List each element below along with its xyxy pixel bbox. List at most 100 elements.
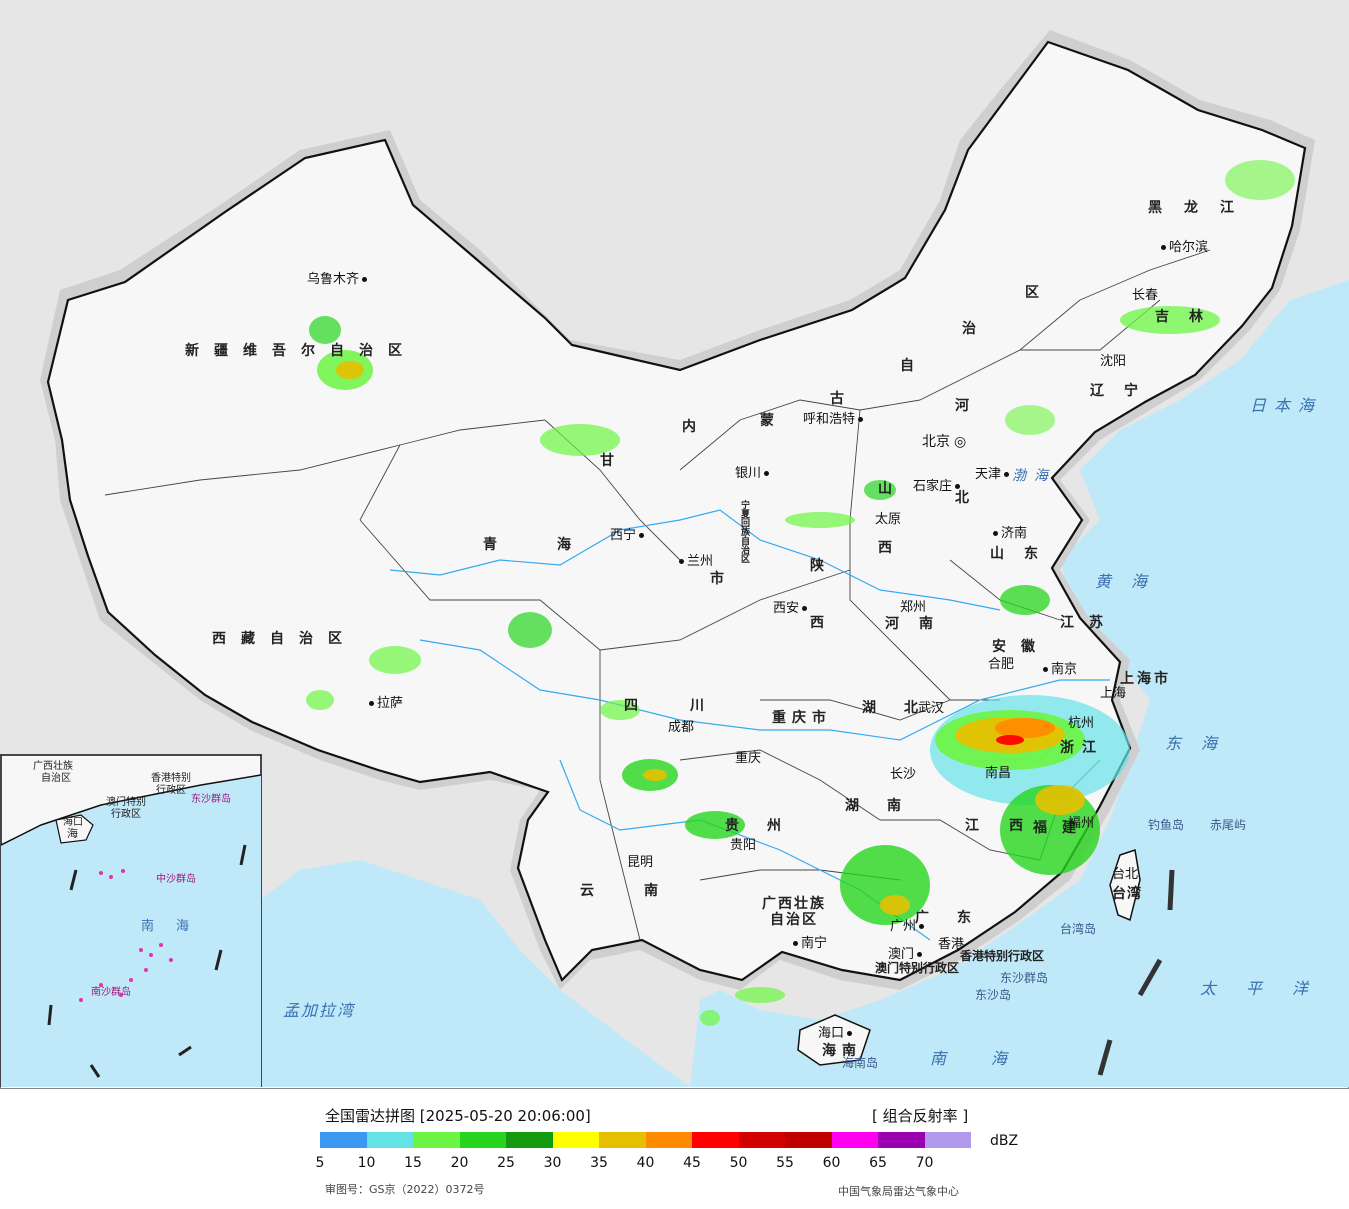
scale-swatch bbox=[924, 1132, 971, 1148]
city-haikou[interactable]: 海口 bbox=[818, 1022, 855, 1041]
scale-swatch bbox=[831, 1132, 878, 1148]
island-taiwan: 台湾岛 bbox=[1060, 922, 1097, 936]
island-dongsha-qundao: 东沙群岛 bbox=[1000, 971, 1049, 985]
province-gansu-shi: 市 bbox=[710, 571, 739, 587]
city-taipei[interactable]: 台北 bbox=[1112, 867, 1139, 882]
inset-label-hk: 香港特别 bbox=[151, 773, 191, 784]
province-shandong: 山东 bbox=[990, 546, 1058, 562]
city-hongkong[interactable]: 香港 bbox=[938, 937, 965, 952]
city-lanzhou[interactable]: 兰州 bbox=[676, 550, 713, 569]
inset-label-guangxi: 广西壮族 bbox=[33, 761, 73, 772]
scale-swatch bbox=[738, 1132, 785, 1148]
bay-of-bengal bbox=[260, 860, 690, 1087]
hk-sar: 香港特别行政区 bbox=[960, 949, 1045, 963]
province-gansu: 甘 bbox=[600, 453, 629, 469]
city-hangzhou[interactable]: 杭州 bbox=[1068, 716, 1095, 731]
approval-number: 审图号：GS京（2022）0372号 bbox=[325, 1183, 485, 1196]
scale-tick-label: 5 bbox=[315, 1155, 325, 1171]
data-source: 中国气象局雷达气象中心 bbox=[838, 1185, 959, 1198]
province-shaanxi-2: 西 bbox=[810, 615, 839, 631]
inset-label-hai2: 海 bbox=[176, 919, 190, 934]
province-heilongjiang: 黑龙江 bbox=[1148, 200, 1256, 216]
island-hainan: 海南岛 bbox=[842, 1056, 879, 1070]
city-zhengzhou[interactable]: 郑州 bbox=[900, 600, 927, 615]
scale-tick-label: 55 bbox=[776, 1155, 794, 1171]
inset-hainan bbox=[55, 814, 94, 844]
city-chengdu[interactable]: 成都 bbox=[668, 720, 695, 735]
city-hohhot[interactable]: 呼和浩特 bbox=[803, 408, 866, 427]
province-shanxi-2: 西 bbox=[878, 540, 907, 556]
legend-product: [ 组合反射率 ] bbox=[872, 1107, 969, 1125]
city-nanchang[interactable]: 南昌 bbox=[985, 766, 1012, 781]
island-dongsha: 东沙岛 bbox=[975, 988, 1012, 1002]
inset-land bbox=[1, 755, 261, 846]
city-xian[interactable]: 西安 bbox=[773, 597, 810, 616]
radar-echoes bbox=[306, 160, 1295, 1026]
scale-tick-label: 70 bbox=[915, 1155, 934, 1171]
province-neimenggu-5: 治 bbox=[962, 321, 991, 337]
scale-tick-label: 65 bbox=[869, 1155, 887, 1171]
province-guangxi-1: 广西壮族 bbox=[762, 896, 826, 912]
province-neimenggu-2: 蒙 bbox=[760, 413, 789, 429]
province-yunnan: 云南 bbox=[580, 883, 708, 899]
inset-label-dongsha: 东沙群岛 bbox=[191, 794, 231, 805]
scale-tick-label: 20 bbox=[450, 1155, 469, 1171]
inset-dashes bbox=[47, 844, 247, 1078]
scale-tick-label: 40 bbox=[636, 1155, 655, 1171]
city-urumqi[interactable]: 乌鲁木齐 bbox=[307, 268, 370, 287]
city-shenyang[interactable]: 沈阳 bbox=[1100, 354, 1127, 369]
south-china-sea-inset[interactable]: 广西壮族 自治区 海口 海 南 海 香港特别 行政区 澳门特别 行政区 东沙群岛… bbox=[0, 754, 262, 1087]
city-shijiazhuang[interactable]: 石家庄 bbox=[913, 475, 963, 494]
sea-yellow: 黄海 bbox=[1095, 572, 1168, 591]
city-beijing[interactable]: 北京 ◎ bbox=[922, 434, 967, 450]
province-henan: 河南 bbox=[885, 616, 953, 632]
inset-label-macao: 澳门特别 bbox=[106, 797, 146, 808]
city-wuhan[interactable]: 武汉 bbox=[918, 701, 945, 716]
city-tianjin[interactable]: 天津 bbox=[975, 463, 1012, 482]
inset-islands bbox=[79, 869, 173, 1002]
ocean bbox=[690, 280, 1349, 1087]
province-guizhou: 贵州 bbox=[725, 818, 809, 834]
island-chiwei: 赤尾屿 bbox=[1210, 818, 1247, 832]
city-kunming[interactable]: 昆明 bbox=[627, 855, 654, 870]
city-fuzhou[interactable]: 福州 bbox=[1068, 816, 1095, 831]
city-changsha[interactable]: 长沙 bbox=[890, 767, 917, 782]
city-nanning[interactable]: 南宁 bbox=[790, 932, 827, 951]
province-shaanxi-1: 陕 bbox=[810, 558, 839, 574]
province-guangdong: 广东 bbox=[915, 910, 999, 926]
scale-swatch bbox=[785, 1132, 832, 1148]
scale-tick-label: 30 bbox=[543, 1155, 562, 1171]
province-hebei-2: 北 bbox=[955, 490, 984, 506]
scale-swatch bbox=[413, 1132, 460, 1148]
legend-unit: dBZ bbox=[990, 1133, 1019, 1149]
city-xining[interactable]: 西宁 bbox=[610, 524, 647, 543]
city-taiyuan[interactable]: 太原 bbox=[875, 512, 902, 527]
city-jinan[interactable]: 济南 bbox=[990, 522, 1027, 541]
city-yinchuan[interactable]: 银川 bbox=[735, 462, 772, 481]
province-xizang: 西藏自治区 bbox=[212, 631, 357, 647]
radar-map[interactable]: 新疆维吾尔自治区 西藏自治区 青海 甘 内 蒙 古 自 治 区 黑龙江 吉林 辽… bbox=[0, 0, 1349, 1087]
island-diaoyu: 钓鱼岛 bbox=[1148, 818, 1185, 832]
sea-south: 南海 bbox=[930, 1049, 1053, 1068]
province-xinjiang: 新疆维吾尔自治区 bbox=[185, 343, 417, 359]
city-macao[interactable]: 澳门 bbox=[888, 943, 925, 962]
province-fujian: 福建 bbox=[1033, 820, 1091, 836]
inset-label-nan: 南 bbox=[141, 919, 155, 934]
city-chongqing[interactable]: 重庆 bbox=[735, 751, 762, 766]
city-harbin[interactable]: 哈尔滨 bbox=[1158, 236, 1208, 255]
province-neimenggu-3: 古 bbox=[830, 391, 859, 407]
boundary-dashes bbox=[1097, 869, 1175, 1076]
scale-swatch bbox=[599, 1132, 646, 1148]
scale-swatch bbox=[320, 1132, 367, 1148]
city-guangzhou[interactable]: 广州 bbox=[890, 915, 927, 934]
scale-tick-label: 10 bbox=[357, 1155, 376, 1171]
city-guiyang[interactable]: 贵阳 bbox=[730, 838, 757, 853]
macao-sar: 澳门特别行政区 bbox=[875, 961, 960, 975]
city-nanjing[interactable]: 南京 bbox=[1040, 658, 1077, 677]
sea-bengal: 孟加拉湾 bbox=[283, 1001, 356, 1020]
inset-svg bbox=[1, 755, 261, 1078]
city-changchun[interactable]: 长春 bbox=[1132, 288, 1159, 303]
city-lhasa[interactable]: 拉萨 bbox=[366, 692, 403, 711]
city-shanghai[interactable]: 上海 bbox=[1100, 686, 1127, 701]
city-hefei[interactable]: 合肥 bbox=[988, 657, 1015, 672]
